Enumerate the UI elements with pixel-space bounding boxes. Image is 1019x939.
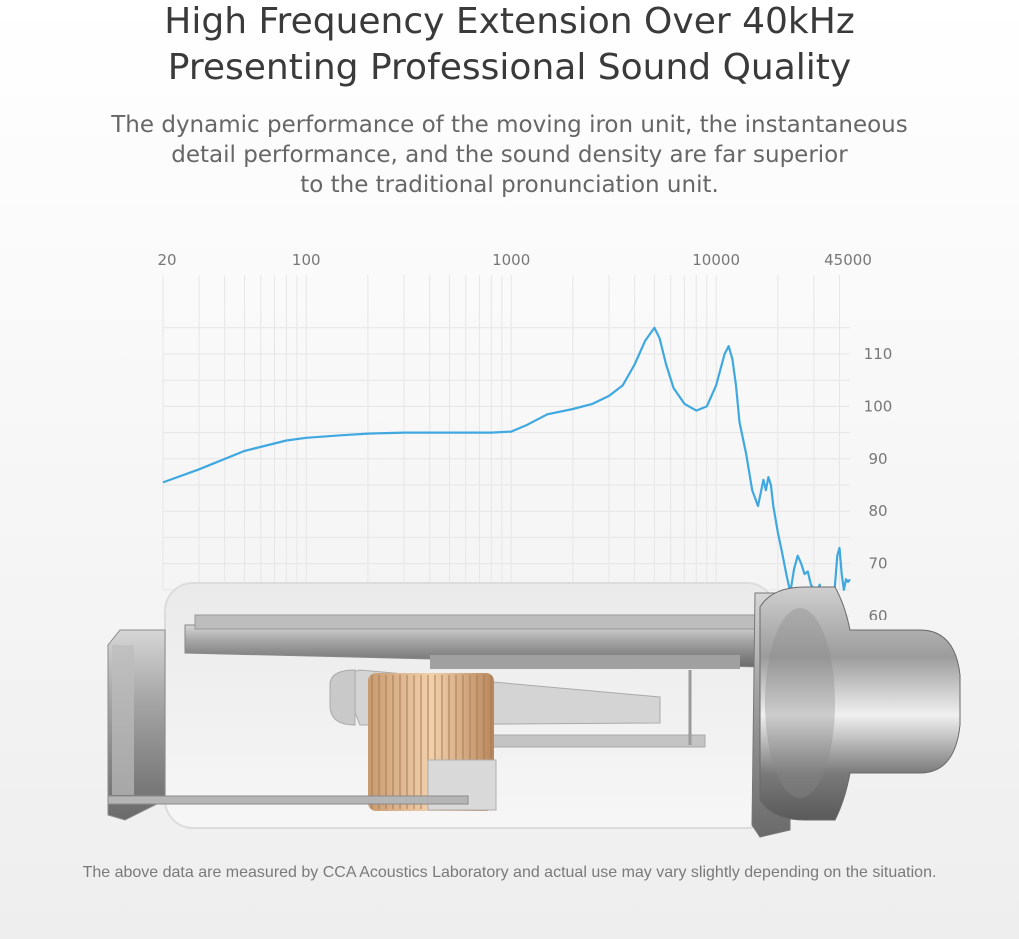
- description-line-3: to the traditional pronunciation unit.: [300, 172, 719, 198]
- x-tick-label: 45000: [824, 251, 872, 269]
- title-line-2: Presenting Professional Sound Quality: [167, 47, 852, 88]
- description-line-2: detail performance, and the sound densit…: [171, 142, 848, 168]
- y-tick-label: 60: [868, 607, 887, 620]
- y-tick-label: 90: [868, 450, 887, 468]
- balanced-armature-driver-illustration: [107, 582, 961, 838]
- measurement-footnote: The above data are measured by CCA Acous…: [82, 864, 937, 881]
- frequency-response-chart: 20 100 1000 10000 45000 110 100 90 80 70 60: [157, 251, 893, 620]
- y-tick-label: 80: [868, 502, 887, 520]
- drive-rod: [107, 795, 469, 805]
- description-line-1: The dynamic performance of the moving ir…: [111, 112, 908, 138]
- y-tick-label: 110: [864, 345, 893, 363]
- chart-grid: [162, 275, 850, 617]
- title-line-1: High Frequency Extension Over 40kHz: [164, 1, 855, 42]
- sound-nozzle: [759, 586, 961, 821]
- x-tick-label: 10000: [692, 251, 740, 269]
- x-tick-label: 100: [292, 251, 321, 269]
- frequency-response-line: [162, 326, 851, 620]
- x-tick-label: 1000: [492, 251, 530, 269]
- y-tick-label: 70: [868, 555, 887, 573]
- y-tick-label: 100: [864, 397, 893, 415]
- y-axis-ticks: 110 100 90 80 70 60: [864, 345, 893, 620]
- x-tick-label: 20: [157, 251, 176, 269]
- x-axis-ticks: 20 100 1000 10000 45000: [157, 251, 871, 269]
